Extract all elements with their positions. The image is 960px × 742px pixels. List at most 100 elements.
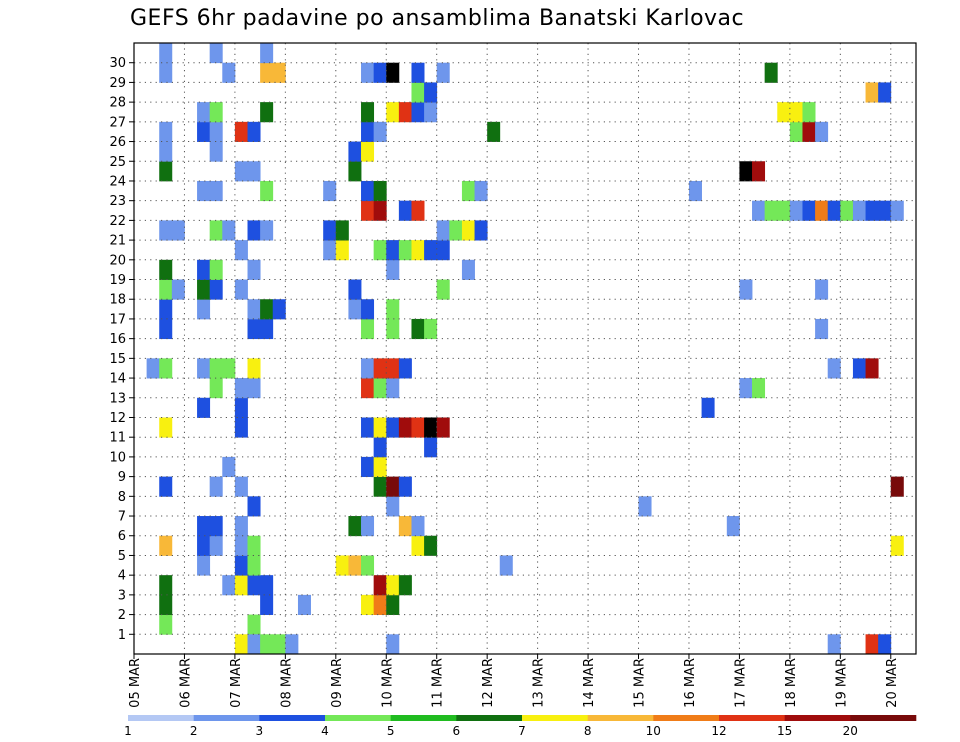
colorbar-label: 3: [255, 724, 263, 738]
y-tick-label: 23: [109, 194, 126, 209]
heatmap-cell: [802, 200, 816, 221]
heatmap-cell: [247, 121, 261, 142]
y-tick-label: 6: [118, 529, 126, 544]
heatmap-cell: [386, 299, 400, 320]
y-tick-label: 24: [109, 174, 126, 189]
heatmap-cell: [890, 200, 904, 221]
heatmap-cell: [386, 378, 400, 399]
heatmap-cell: [361, 141, 375, 162]
heatmap-cell: [209, 102, 223, 123]
colorbar-label: 20: [843, 724, 858, 738]
heatmap-cell: [247, 555, 261, 576]
heatmap-cell: [197, 180, 211, 202]
heatmap-cell: [234, 476, 248, 497]
heatmap-cell: [361, 318, 375, 340]
heatmap-cell: [815, 318, 829, 340]
heatmap-cell: [222, 220, 236, 241]
heatmap-cell: [197, 535, 211, 556]
heatmap-cell: [159, 161, 173, 182]
heatmap-cell: [159, 299, 173, 320]
heatmap-cell: [398, 240, 412, 261]
heatmap-cell: [247, 575, 261, 596]
heatmap-cell: [373, 180, 387, 202]
heatmap-cell: [436, 279, 450, 300]
heatmap-cell: [361, 121, 375, 142]
heatmap-cell: [234, 121, 248, 142]
heatmap-cell: [411, 318, 425, 340]
heatmap-cell: [424, 437, 438, 458]
y-tick-label: 5: [118, 549, 126, 564]
heatmap-cell: [323, 220, 337, 241]
heatmap-cell: [234, 417, 248, 438]
heatmap-cell: [209, 535, 223, 556]
heatmap-cell: [361, 516, 375, 537]
colorbar-swatch: [128, 715, 194, 721]
heatmap-cell: [411, 62, 425, 83]
heatmap-cell: [247, 535, 261, 556]
heatmap-cell: [361, 200, 375, 221]
heatmap-cell: [777, 102, 791, 123]
heatmap-cell: [739, 378, 753, 399]
y-axis: 1234567891011121314151617181920212223242…: [109, 56, 134, 643]
heatmap-cell: [361, 417, 375, 438]
heatmap-cell: [827, 200, 841, 221]
heatmap-cell: [411, 516, 425, 537]
heatmap-cell: [159, 259, 173, 280]
y-tick-label: 7: [118, 510, 126, 525]
heatmap-cell: [386, 240, 400, 261]
heatmap-cell: [197, 516, 211, 537]
heatmap-cell: [234, 397, 248, 418]
heatmap-cell: [234, 279, 248, 300]
x-tick-label: 13 MAR: [532, 658, 547, 708]
heatmap-cell: [386, 318, 400, 340]
heatmap-cell: [209, 476, 223, 497]
heatmap-cell: [386, 594, 400, 615]
chart-title: GEFS 6hr padavine po ansamblima Banatski…: [130, 6, 745, 31]
heatmap-cell: [260, 43, 274, 64]
heatmap-cell: [159, 476, 173, 497]
heatmap-cell: [373, 417, 387, 438]
heatmap-cell: [272, 634, 286, 655]
heatmap-cell: [234, 378, 248, 399]
heatmap-cell: [461, 220, 475, 241]
heatmap-cell: [878, 634, 892, 655]
heatmap-cell: [222, 456, 236, 478]
heatmap-cell: [386, 496, 400, 517]
heatmap-cell: [209, 121, 223, 142]
colorbar-swatch: [719, 715, 785, 721]
heatmap-cell: [424, 240, 438, 261]
heatmap-cell: [209, 259, 223, 280]
heatmap-cell: [234, 161, 248, 182]
heatmap-cell: [234, 240, 248, 261]
y-tick-label: 29: [109, 76, 126, 91]
y-tick-label: 3: [118, 588, 126, 603]
heatmap-cell: [739, 279, 753, 300]
y-tick-label: 21: [109, 234, 126, 249]
heatmap-cell: [247, 259, 261, 280]
y-tick-label: 20: [109, 253, 126, 268]
heatmap-cell: [424, 417, 438, 438]
heatmap-cell: [789, 200, 803, 221]
heatmap-cell: [424, 318, 438, 340]
heatmap-cell: [335, 240, 349, 261]
heatmap-cell: [474, 180, 488, 202]
x-tick-label: 09 MAR: [330, 658, 345, 708]
heatmap-cell: [777, 200, 791, 221]
heatmap-cell: [197, 358, 211, 379]
heatmap-cell: [398, 358, 412, 379]
y-tick-label: 30: [109, 56, 126, 71]
heatmap-cell: [159, 62, 173, 83]
heatmap-cell: [247, 614, 261, 635]
heatmap-cell: [361, 456, 375, 478]
heatmap-cell: [752, 161, 766, 182]
heatmap-cell: [159, 279, 173, 300]
heatmap-cell: [260, 180, 274, 202]
heatmap-cell: [411, 535, 425, 556]
heatmap-cell: [373, 358, 387, 379]
heatmap-cell: [878, 82, 892, 103]
heatmap-cell: [398, 575, 412, 596]
heatmap-cell: [335, 220, 349, 241]
colorbar-swatch: [653, 715, 720, 721]
heatmap-cell: [260, 634, 274, 655]
